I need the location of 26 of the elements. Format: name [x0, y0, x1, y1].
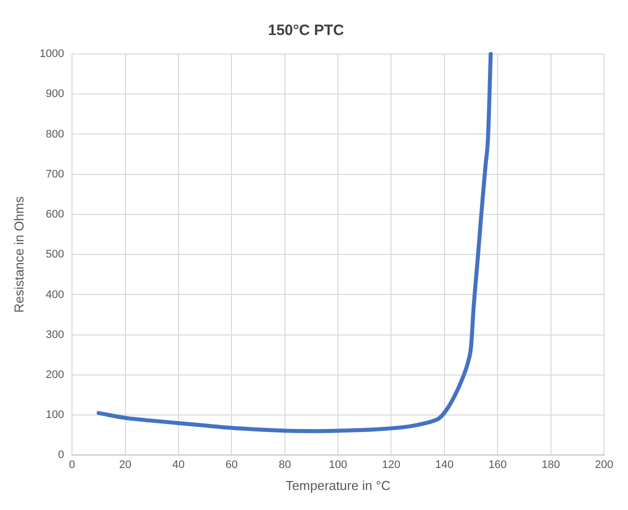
x-tick-label: 160: [488, 458, 507, 471]
y-tick-label: 1000: [40, 48, 64, 60]
x-tick-label: 140: [435, 458, 454, 471]
y-tick-label: 0: [58, 449, 64, 462]
x-axis-title: Temperature in °C: [286, 478, 390, 493]
y-tick-label: 300: [46, 328, 64, 341]
x-tick-label: 200: [594, 458, 614, 471]
x-tick-label: 100: [328, 458, 348, 471]
x-tick-label: 80: [278, 458, 291, 471]
x-tick-label: 60: [226, 458, 238, 471]
x-tick-label: 120: [382, 458, 400, 471]
line-series: [96, 52, 493, 434]
y-axis-title: Resistance in Ohms: [11, 196, 26, 313]
y-tick-label: 200: [46, 368, 64, 381]
y-tick-label: 900: [46, 88, 64, 100]
x-tick-label: 20: [119, 458, 132, 471]
x-tick-label: 180: [542, 458, 560, 471]
x-tick-label: 0: [69, 458, 76, 471]
y-tick-label: 500: [46, 248, 64, 261]
chart-title: 150°C PTC: [268, 22, 344, 40]
y-tick-label: 600: [46, 208, 64, 221]
y-tick-label: 800: [46, 128, 64, 140]
y-tick-label: 100: [46, 409, 64, 422]
y-tick-label: 400: [46, 288, 64, 301]
x-tick-label: 40: [172, 458, 185, 471]
y-tick-label: 700: [46, 168, 64, 180]
